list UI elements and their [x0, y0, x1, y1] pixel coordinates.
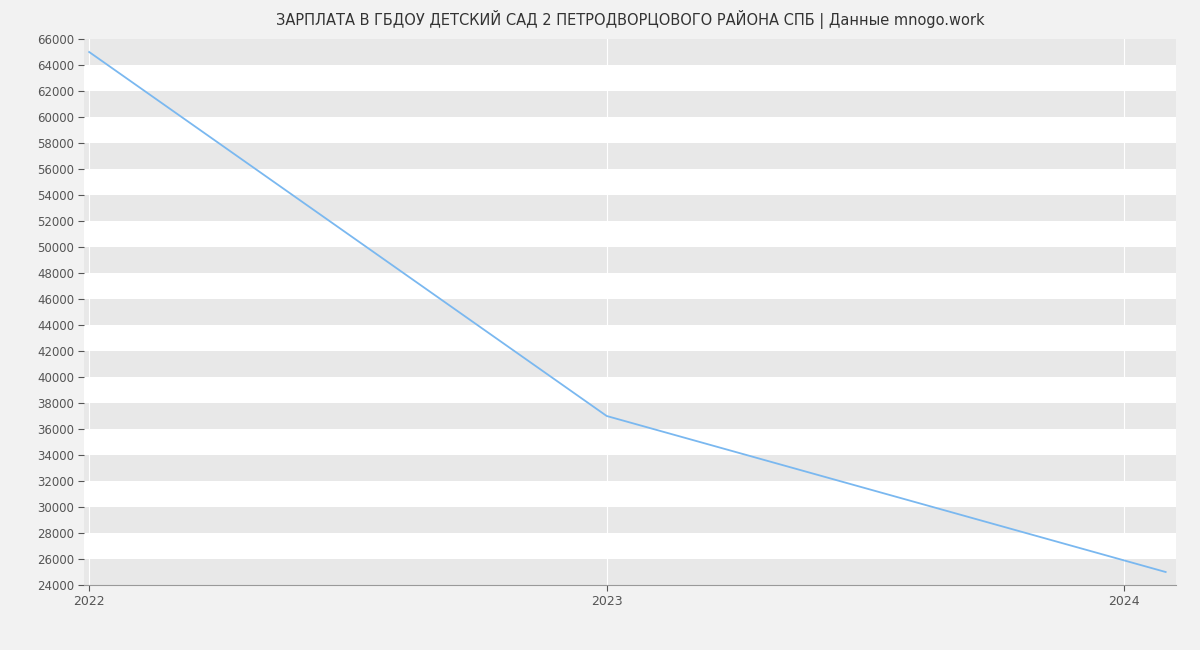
Bar — [84, 507, 1176, 533]
Bar — [84, 221, 1176, 247]
Bar — [84, 195, 1176, 221]
Bar — [84, 533, 1176, 559]
Bar — [84, 247, 1176, 273]
Bar — [84, 91, 1176, 117]
Title: ЗАРПЛАТА В ГБДОУ ДЕТСКИЙ САД 2 ПЕТРОДВОРЦОВОГО РАЙОНА СПБ | Данные mnogo.work: ЗАРПЛАТА В ГБДОУ ДЕТСКИЙ САД 2 ПЕТРОДВОР… — [276, 10, 984, 29]
Bar — [84, 351, 1176, 377]
Bar — [84, 65, 1176, 91]
Bar — [84, 481, 1176, 507]
Bar — [84, 559, 1176, 585]
Bar — [84, 117, 1176, 143]
Bar — [84, 169, 1176, 195]
Bar — [84, 325, 1176, 351]
Bar — [84, 429, 1176, 455]
Bar — [84, 299, 1176, 325]
Bar — [84, 403, 1176, 429]
Bar — [84, 377, 1176, 403]
Bar — [84, 273, 1176, 299]
Bar — [84, 39, 1176, 65]
Bar — [84, 455, 1176, 481]
Bar — [84, 143, 1176, 169]
